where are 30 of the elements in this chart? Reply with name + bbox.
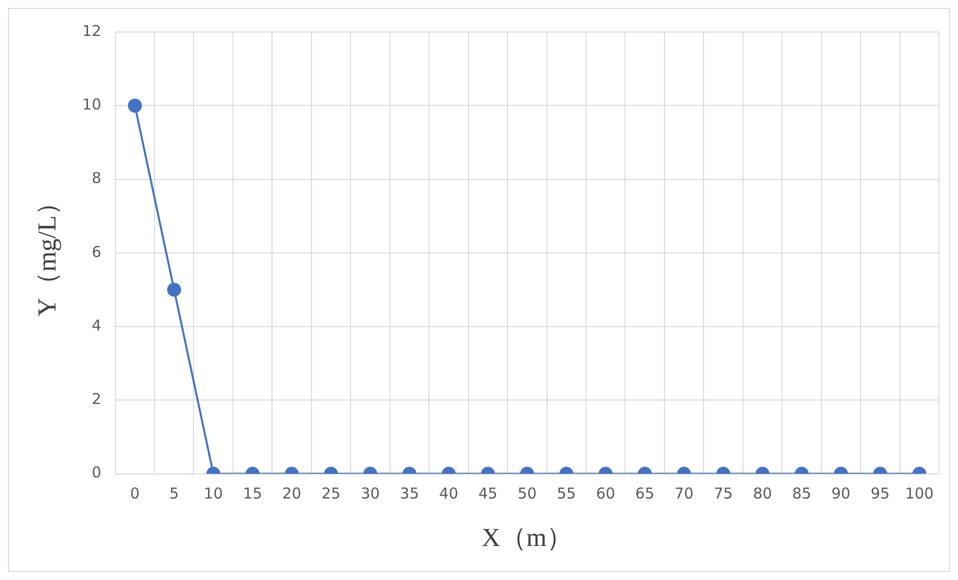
x-tick-label: 5 [169,484,179,503]
x-tick-label: 100 [905,484,934,503]
x-tick-label: 60 [596,484,616,503]
x-tick-label: 70 [674,484,694,503]
x-tick-label: 0 [130,484,140,503]
x-tick-label: 95 [870,484,890,503]
x-tick-label: 20 [282,484,302,503]
x-tick-label: 35 [400,484,420,503]
y-axis-title: Y（mg/L） [32,189,62,316]
x-tick-label: 45 [478,484,498,503]
x-tick-label: 75 [714,484,733,503]
x-tick-label: 90 [831,484,850,503]
x-tick-label: 65 [635,484,654,503]
x-tick-label: 30 [360,484,380,503]
y-tick-label: 6 [92,242,102,261]
x-tick-label: 80 [752,484,772,503]
x-tick-label: 15 [243,484,262,503]
x-tick-label: 10 [204,484,223,503]
x-tick-label: 55 [556,484,576,503]
x-tick-label: 85 [792,484,812,503]
x-tick-label: 40 [439,484,458,503]
y-tick-label: 0 [92,464,102,482]
x-tick-label: 25 [321,484,341,503]
x-tick-label: 50 [518,484,537,503]
y-tick-label: 8 [92,169,102,188]
y-tick-label: 4 [92,316,102,334]
y-tick-label: 10 [82,96,102,114]
x-axis-title: X（m） [482,523,573,552]
y-tick-label: 2 [92,390,102,408]
y-tick-label: 12 [82,22,102,40]
